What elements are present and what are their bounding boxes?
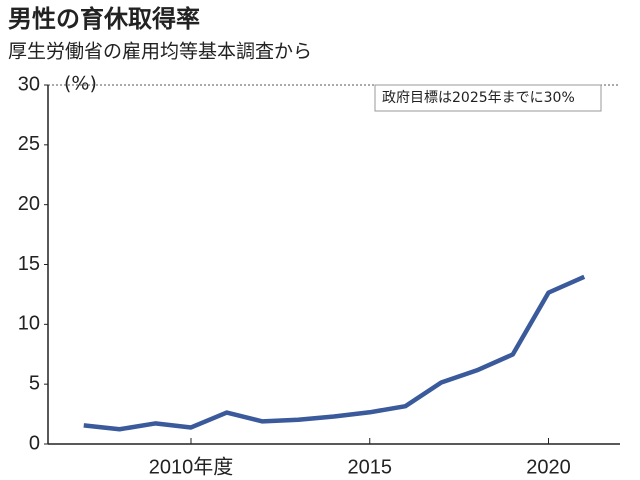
y-tick-label: 10 (18, 313, 40, 335)
y-tick-label: 5 (29, 372, 40, 394)
y-axis-label: (%) (64, 73, 97, 95)
y-tick-label: 0 (29, 432, 40, 454)
y-tick-label: 25 (18, 133, 40, 155)
y-tick-label: 20 (18, 193, 40, 215)
x-tick-label: 2015 (348, 456, 393, 478)
annotation-box (374, 84, 602, 112)
x-tick-label: 2020 (526, 456, 571, 478)
x-tick-label: 2010年度 (149, 455, 234, 478)
data-line (83, 274, 586, 432)
plot: 0 5 10 15 20 25 30 2010年度 2015 2020 (18, 73, 620, 478)
chart-title: 男性の育休取得率 (8, 5, 200, 33)
y-tick-label: 30 (18, 73, 40, 95)
y-tick-label: 15 (18, 253, 40, 275)
chart-subtitle: 厚生労働省の雇用均等基本調査から (8, 41, 312, 63)
annotation: 政府目標は2025年までに30% (382, 90, 575, 106)
